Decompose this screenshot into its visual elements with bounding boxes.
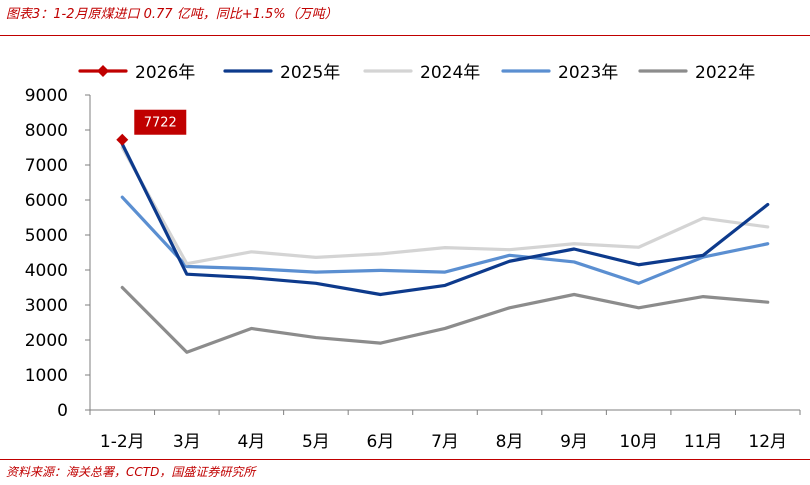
source-divider: [0, 459, 810, 460]
y-tick-label: 4000: [25, 261, 68, 281]
x-tick-label: 11月: [684, 432, 723, 452]
y-tick-label: 5000: [25, 226, 68, 246]
data-point-2026年: [116, 133, 129, 146]
y-tick-label: 3000: [25, 296, 68, 316]
legend-label: 2024年: [420, 63, 480, 83]
series-line-2024年: [120, 145, 770, 266]
figure-title: 图表3：1-2月原煤进口 0.77 亿吨，同比+1.5%（万吨）: [6, 7, 338, 22]
legend-label: 2026年: [135, 63, 195, 83]
y-tick-label: 1000: [25, 366, 68, 386]
legend: 2026年 2025年 2024年 2023年 2022年: [78, 63, 755, 83]
y-axis: 0 1000 2000 3000 4000 5000 6000 7000 8000 9000: [25, 86, 91, 421]
x-tick-label: 8月: [496, 432, 524, 452]
x-tick-label: 12月: [748, 432, 787, 452]
x-tick-label: 9月: [560, 432, 588, 452]
x-tick-label: 6月: [367, 432, 395, 452]
y-tick-label: 0: [57, 401, 68, 421]
series-line-2022年: [120, 285, 770, 354]
legend-label: 2023年: [558, 63, 618, 83]
y-tick-label: 6000: [25, 191, 68, 211]
x-tick-label: 4月: [237, 432, 265, 452]
legend-marker-2026年: [97, 65, 109, 77]
series-line-2025年: [120, 142, 770, 297]
x-tick-label: 7月: [431, 432, 459, 452]
x-axis: 1-2月 3月 4月 5月 6月 7月 8月 9月 10月 11月 12月: [89, 409, 801, 452]
y-tick-label: 2000: [25, 331, 68, 351]
legend-label: 2022年: [695, 63, 755, 83]
x-tick-label: 3月: [173, 432, 201, 452]
x-tick-label: 10月: [619, 432, 658, 452]
x-tick-label: 5月: [302, 432, 330, 452]
title-divider: [0, 35, 810, 36]
y-tick-label: 9000: [25, 86, 68, 106]
series-line-2023年: [120, 195, 770, 285]
figure-source: 资料来源：海关总署，CCTD，国盛证券研究所: [6, 465, 256, 479]
plot-area: 7722: [116, 109, 770, 354]
y-tick-label: 8000: [25, 121, 68, 141]
data-label-box: [134, 109, 187, 135]
x-tick-label: 1-2月: [100, 432, 145, 452]
data-label: 7722: [144, 116, 177, 131]
y-tick-label: 7000: [25, 156, 68, 176]
legend-label: 2025年: [280, 63, 340, 83]
